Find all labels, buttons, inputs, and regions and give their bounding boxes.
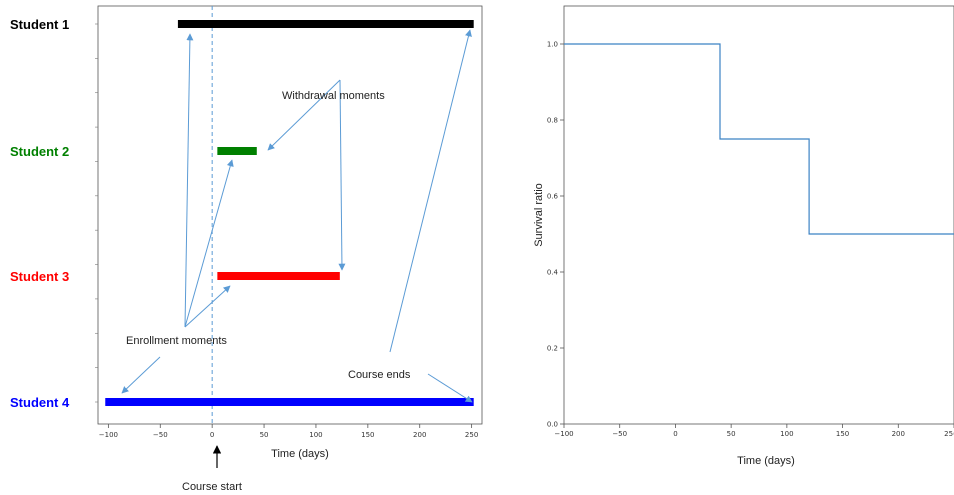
left-x-tick-label: 250 [465, 431, 478, 439]
right-y-ticks: 0.0 0.2 0.4 0.6 0.8 1.0 [547, 41, 564, 429]
right-x-tick-label: 200 [892, 430, 905, 438]
right-y-tick-label: 0.0 [547, 421, 558, 429]
right-y-tick-label: 0.8 [547, 117, 558, 125]
right-x-tick-label: −100 [554, 430, 573, 438]
left-x-axis-label: Time (days) [271, 448, 329, 460]
enrollment-arrow-student-3 [184, 285, 231, 328]
right-x-tick-label: −50 [612, 430, 627, 438]
right-plot-frame [563, 5, 954, 425]
student-label-4: Student 4 [10, 395, 70, 410]
left-plot-frame [97, 5, 483, 425]
student-timeline-chart: −100 −50 0 50 100 150 200 250 Student 1Student … [10, 5, 483, 493]
left-x-tick-label: 100 [309, 431, 322, 439]
right-x-tick-label: 100 [780, 430, 793, 438]
withdrawal-arrow-student-2 [267, 79, 341, 151]
right-y-tick-label: 1.0 [547, 41, 558, 49]
course-end-arrow-student-4 [427, 373, 473, 403]
student-label-1: Student 1 [10, 17, 69, 32]
student-bar-1 [177, 20, 474, 28]
right-x-tick-label: 150 [836, 430, 849, 438]
right-y-axis-label: Survival ratio [533, 183, 545, 247]
enrollment-annotation: Enrollment moments [126, 335, 227, 347]
left-x-tick-label: −100 [99, 431, 118, 439]
right-y-tick-label: 0.6 [547, 193, 559, 201]
survival-step-line [564, 43, 954, 235]
enrollment-arrow-student-2 [184, 159, 234, 328]
left-y-ticks [95, 23, 98, 403]
student-labels: Student 1 Student 2 Student 3 Student 4 [10, 17, 70, 410]
course-start-annotation: Course start [182, 481, 242, 493]
right-x-axis-label: Time (days) [737, 455, 795, 467]
left-x-tick-label: 0 [210, 431, 214, 439]
student-bar-3 [217, 272, 340, 280]
left-x-tick-label: 50 [260, 431, 269, 439]
left-x-tick-label: −50 [153, 431, 168, 439]
survival-chart: 0.0 0.2 0.4 0.6 0.8 1.0 −100 −50 0 50 100 150 200 25… [533, 5, 954, 467]
right-y-tick-label: 0.4 [547, 269, 559, 277]
student-bar-2 [217, 147, 257, 155]
student-bars [105, 20, 474, 406]
enrollment-arrow-student-4 [121, 356, 161, 394]
left-x-ticks: −100 −50 0 50 100 150 200 250 [99, 424, 478, 439]
right-x-ticks: −100 −50 0 50 100 150 200 25( [554, 424, 954, 438]
student-bar-4 [105, 398, 474, 406]
student-label-3: Student 3 [10, 269, 69, 284]
annotation-arrows [121, 29, 473, 403]
left-x-tick-label: 200 [413, 431, 426, 439]
right-x-tick-label: 25( [944, 430, 954, 438]
course-ends-annotation: Course ends [348, 369, 411, 381]
left-x-tick-label: 150 [361, 431, 374, 439]
course-end-arrow-student-1 [389, 29, 472, 353]
withdrawal-annotation: Withdrawal moments [282, 90, 385, 102]
right-x-tick-label: 50 [727, 430, 736, 438]
withdrawal-arrow-student-3 [338, 79, 346, 271]
right-x-tick-label: 0 [673, 430, 677, 438]
right-y-tick-label: 0.2 [547, 345, 558, 353]
student-label-2: Student 2 [10, 144, 69, 159]
enrollment-arrow-student-1 [184, 33, 194, 328]
